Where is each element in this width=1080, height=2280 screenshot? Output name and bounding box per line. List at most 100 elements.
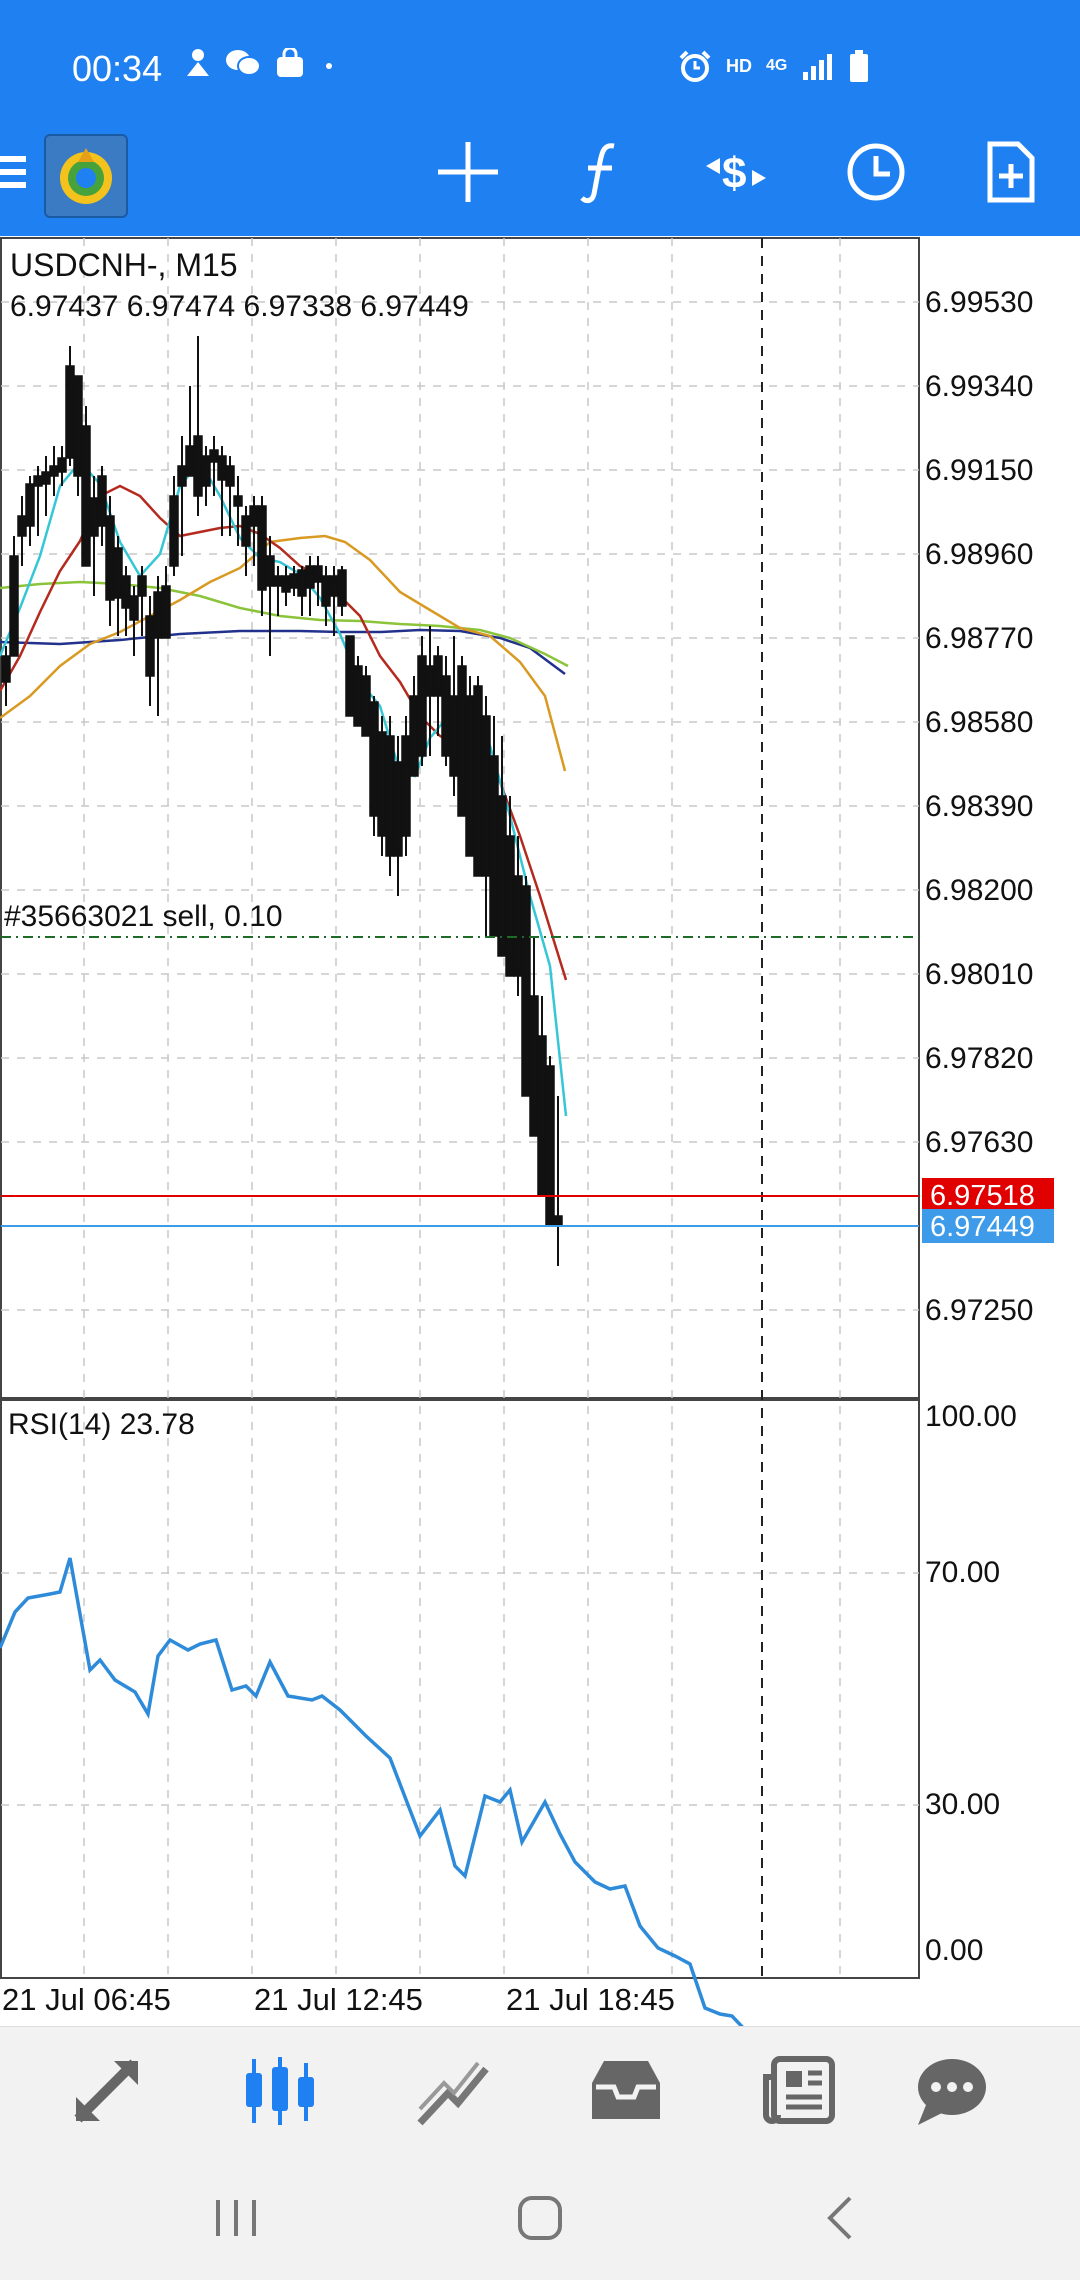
candle-body [553, 1215, 563, 1227]
candle-body [105, 515, 115, 601]
candle-body [9, 555, 19, 657]
price-tick-label: 6.97630 [925, 1126, 1033, 1159]
candle-body [41, 471, 51, 485]
price-tick-label: 6.98010 [925, 958, 1033, 991]
status-time: 00:34 [72, 48, 163, 89]
candle-body [297, 569, 307, 597]
candle-body [449, 695, 459, 777]
candle-body [377, 731, 387, 837]
candle-body [497, 795, 507, 957]
person-icon [187, 49, 209, 76]
candle-body [289, 573, 299, 589]
candle-body [433, 655, 443, 697]
candle-body [65, 365, 75, 459]
rsi-panel[interactable] [0, 1399, 920, 1979]
candle-body [89, 497, 99, 537]
candle-body [481, 715, 491, 877]
signal-label: 4G [766, 57, 788, 74]
status-left-icons [185, 48, 339, 78]
candle-body [137, 575, 147, 597]
ask-price: 6.97518 [930, 1180, 1035, 1212]
candle-body [57, 457, 67, 473]
candle-body [305, 565, 315, 589]
bid-price: 6.97449 [930, 1211, 1035, 1243]
crosshair-icon[interactable] [432, 136, 504, 208]
app-logo[interactable] [44, 134, 128, 218]
news-icon[interactable] [760, 2053, 840, 2129]
price-chart[interactable]: #35663021 sell, 0.10 6.97518 6.97449 USD… [0, 236, 1080, 2026]
candle-body [337, 569, 347, 607]
candle-body [385, 735, 395, 857]
candle-body [513, 875, 523, 977]
svg-text:$: $ [722, 149, 746, 198]
ma-green-line [0, 580, 569, 668]
price-tick-label: 6.98200 [925, 874, 1033, 907]
ma-orange-line [0, 534, 567, 772]
recent-apps-icon[interactable] [206, 2188, 266, 2248]
chat-bubbles-icon [226, 50, 261, 76]
candle-body [273, 575, 283, 587]
candle-body [169, 495, 179, 567]
candle-body [81, 425, 91, 567]
candle-body [33, 475, 43, 487]
candle-body [329, 575, 339, 597]
candle-body [465, 695, 475, 857]
candle-body [393, 761, 403, 857]
status-right: HD 4G [678, 50, 869, 82]
rsi-axis: 100.00 70.00 30.00 0.00 [925, 1400, 1017, 1967]
candle-body [153, 591, 163, 639]
price-tick-label: 6.99340 [925, 370, 1033, 403]
rsi-line [0, 1557, 744, 2026]
candle-body [257, 505, 267, 591]
candle-body [529, 995, 539, 1137]
symbol-label: USDCNH-, M15 [10, 247, 238, 283]
candle-body [17, 515, 27, 537]
candle-body [201, 455, 211, 487]
bid-price-badge [922, 1209, 1054, 1243]
trade-icon[interactable] [414, 2053, 494, 2129]
order-label: #35663021 sell, 0.10 [4, 900, 283, 933]
candle-body [145, 615, 155, 677]
price-tick-label: 6.97820 [925, 1042, 1033, 1075]
candle-body [177, 465, 187, 487]
candle-body [193, 435, 203, 497]
time-label-3: 21 Jul 18:45 [506, 1982, 675, 2017]
candle-body [489, 755, 499, 937]
quotes-icon[interactable] [68, 2053, 148, 2129]
candle-body [345, 635, 355, 717]
indicators-icon[interactable] [566, 136, 638, 208]
price-tick-label: 6.99150 [925, 454, 1033, 487]
candle-body [241, 515, 251, 547]
candle-body [409, 695, 419, 777]
signal-bars-icon [803, 54, 833, 80]
chart-icon[interactable] [240, 2053, 320, 2129]
chat-icon[interactable] [912, 2053, 992, 2129]
candle-body [281, 575, 291, 593]
time-label-1: 21 Jul 06:45 [2, 1982, 171, 2017]
main-chart-panel[interactable] [0, 237, 920, 1399]
back-icon[interactable] [812, 2188, 872, 2248]
timeframe-icon[interactable] [840, 136, 912, 208]
candle-body [97, 475, 107, 527]
price-axis: 6.99530 6.99340 6.99150 6.98960 6.98770 6.985… [925, 286, 1033, 1327]
candle-body [249, 505, 259, 527]
candle-body [545, 1065, 555, 1227]
candle-body [537, 1035, 547, 1197]
candle-body [441, 675, 451, 757]
candle-body [161, 585, 171, 639]
time-label-2: 21 Jul 12:45 [254, 1982, 423, 2017]
menu-icon[interactable] [0, 136, 54, 208]
candle-body [401, 735, 411, 837]
dot-icon [326, 63, 332, 69]
candle-body [185, 445, 195, 477]
new-order-icon[interactable]: $ [700, 136, 772, 208]
candle-body [313, 565, 323, 583]
history-icon[interactable] [586, 2053, 666, 2129]
rsi-tick-label: 0.00 [925, 1934, 983, 1967]
rsi-tick-label: 30.00 [925, 1788, 1000, 1821]
candle-body [113, 547, 123, 599]
home-icon[interactable] [510, 2188, 570, 2248]
price-tick-label: 6.99530 [925, 286, 1033, 319]
network-label: HD [726, 55, 752, 76]
objects-icon[interactable] [974, 136, 1046, 208]
